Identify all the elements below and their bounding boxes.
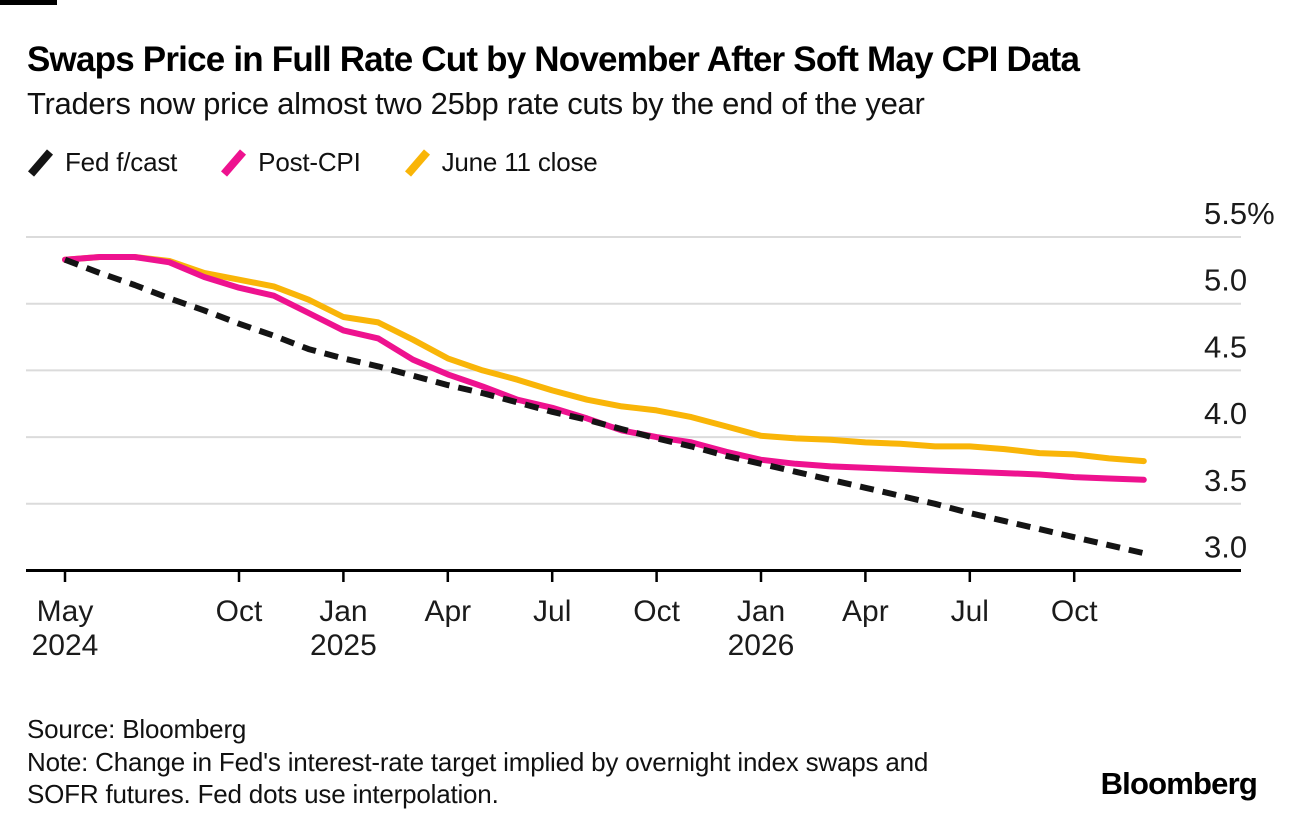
x-axis-month-label: Oct xyxy=(1051,595,1098,628)
note-block: Note: Change in Fed's interest-rate targ… xyxy=(27,746,928,810)
x-axis-month-label: May xyxy=(37,595,94,628)
note-line-1: Note: Change in Fed's interest-rate targ… xyxy=(27,747,929,777)
fed-fcast-legend-swatch-icon xyxy=(28,148,54,177)
x-axis-month-label: Jul xyxy=(533,595,571,628)
chart-subtitle: Traders now price almost two 25bp rate c… xyxy=(27,86,925,121)
x-axis-month-label: Oct xyxy=(216,595,263,628)
legend: Fed f/cast Post-CPI June 11 close xyxy=(28,147,598,178)
series-line-fed-fcast xyxy=(63,256,1145,557)
y-axis-tick-label: 4.0 xyxy=(1204,396,1247,431)
legend-label-fed-fcast: Fed f/cast xyxy=(65,147,178,177)
y-axis-tick-label: 3.0 xyxy=(1204,530,1247,565)
x-axis-year-label: 2024 xyxy=(32,629,99,662)
legend-item-fed-fcast: Fed f/cast xyxy=(28,147,177,178)
note-line-2: SOFR futures. Fed dots use interpolation… xyxy=(27,779,499,809)
y-axis-tick-label: 3.5 xyxy=(1204,463,1247,498)
legend-item-post-cpi: Post-CPI xyxy=(221,147,361,178)
x-axis-month-label: Jul xyxy=(951,595,989,628)
y-axis-tick-label: 5.0 xyxy=(1204,263,1247,298)
post-cpi-legend-swatch-icon xyxy=(221,148,247,177)
series-line-june-11-close xyxy=(62,254,1147,465)
x-axis-month-label: Oct xyxy=(633,595,680,628)
x-axis-year-label: 2025 xyxy=(310,629,377,662)
corner-tick-mark xyxy=(0,0,57,5)
legend-label-june-11-close: June 11 close xyxy=(441,147,598,177)
x-axis-month-label: Jan xyxy=(319,595,367,628)
x-axis-month-label: Jan xyxy=(737,595,785,628)
x-axis-year-label: 2026 xyxy=(728,629,795,662)
source-line: Source: Bloomberg xyxy=(27,714,247,744)
x-axis-month-label: Apr xyxy=(424,595,471,628)
x-axis-month-label: Apr xyxy=(842,595,889,628)
bloomberg-logo: Bloomberg xyxy=(1100,766,1258,801)
y-axis-tick-label: 4.5 xyxy=(1204,329,1247,364)
june-11-close-legend-swatch-icon xyxy=(404,148,431,177)
chart-title: Swaps Price in Full Rate Cut by November… xyxy=(27,40,1080,79)
legend-label-post-cpi: Post-CPI xyxy=(258,147,361,177)
y-axis-tick-label: 5.5% xyxy=(1204,196,1275,231)
series-line-post-cpi xyxy=(62,254,1147,483)
legend-item-june-11-close: June 11 close xyxy=(404,147,598,178)
